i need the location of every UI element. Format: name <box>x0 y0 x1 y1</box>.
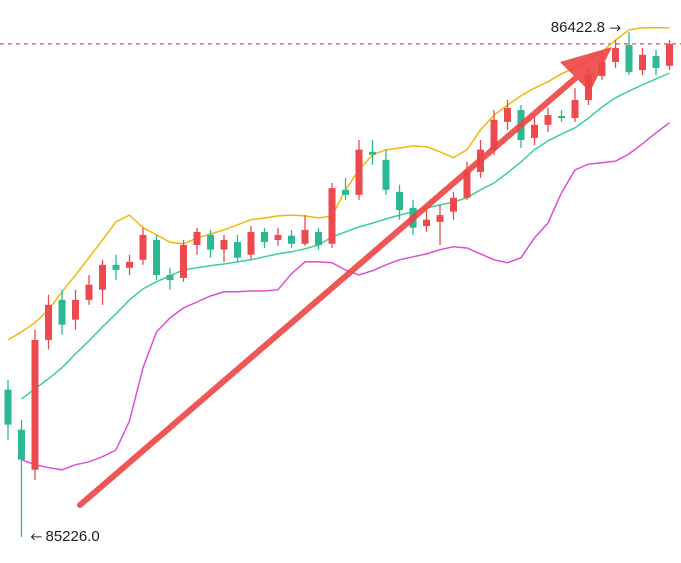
candle-body <box>639 54 646 71</box>
candle-body <box>166 274 174 281</box>
candle-body <box>99 264 106 290</box>
band-line <box>21 72 670 400</box>
candle-body <box>153 239 160 275</box>
candle-body <box>342 189 349 195</box>
candle-body <box>531 124 538 138</box>
candle-body <box>220 239 228 250</box>
candle-body <box>301 229 309 244</box>
candle-body <box>180 245 187 278</box>
candle-body <box>58 299 66 325</box>
trend-arrow <box>77 47 612 508</box>
candle-body <box>274 234 282 240</box>
candle-body <box>382 159 390 190</box>
candle-body <box>423 219 430 227</box>
labels: 86422.8 85226.0 <box>30 19 621 545</box>
candle-body <box>207 234 214 250</box>
candle-body <box>450 197 457 212</box>
candle-body <box>369 151 376 155</box>
candle-body <box>85 284 93 300</box>
candle-body <box>598 61 606 76</box>
min-pointer <box>30 533 42 541</box>
candle-body <box>45 304 52 340</box>
candle-body <box>544 115 552 125</box>
min-label: 85226.0 <box>46 528 100 545</box>
candle-body <box>504 107 511 122</box>
band-line <box>7 27 670 341</box>
candle-body <box>463 169 471 198</box>
candle-body <box>234 242 241 258</box>
candle-body <box>112 264 120 270</box>
candle-body <box>126 261 133 268</box>
candle-body <box>139 234 147 260</box>
candle-body <box>315 231 322 246</box>
candle-body <box>652 56 660 68</box>
arrow-head <box>560 47 612 92</box>
candle-body <box>490 119 498 150</box>
candle-body <box>247 231 255 255</box>
candle-body <box>328 188 336 244</box>
candle-body <box>355 149 363 195</box>
candle-body <box>261 231 268 243</box>
candle-body <box>288 235 295 244</box>
plot-area <box>0 27 681 537</box>
candle-body <box>625 45 633 73</box>
candle-body <box>571 99 579 119</box>
candle-body <box>4 389 12 425</box>
candle-body <box>558 115 565 119</box>
max-pointer <box>610 24 621 32</box>
arrow-shaft <box>77 67 588 508</box>
band-line <box>21 122 670 471</box>
candle-body <box>666 43 673 66</box>
candle-body <box>193 231 201 246</box>
candle-body <box>396 191 403 211</box>
max-label: 86422.8 <box>551 19 605 36</box>
candle-body <box>18 429 25 460</box>
candle-body <box>612 48 619 62</box>
candle-body <box>436 215 444 222</box>
candle-body <box>72 299 79 320</box>
candle-body <box>31 339 39 470</box>
